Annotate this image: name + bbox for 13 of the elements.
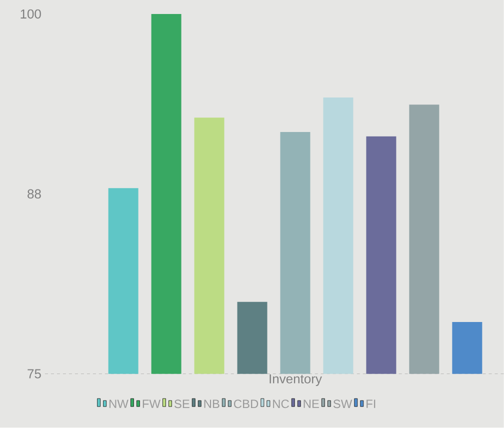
legend-label: SW [333,400,352,408]
legend-label: CBD [234,400,258,408]
legend-label: NC [273,400,289,408]
y-tick-label: 75 [28,369,41,378]
x-tick-label: Inventory [270,374,322,386]
legend-label: FI [366,400,376,408]
y-tick-label: 88 [28,189,41,199]
legend-label: FW [142,400,160,408]
legend-label: NE [304,400,319,408]
legend-label: NW [110,400,128,408]
legend-label: NB [204,400,220,408]
legend-label: SE [174,400,190,408]
y-tick-label: 100 [20,9,41,19]
